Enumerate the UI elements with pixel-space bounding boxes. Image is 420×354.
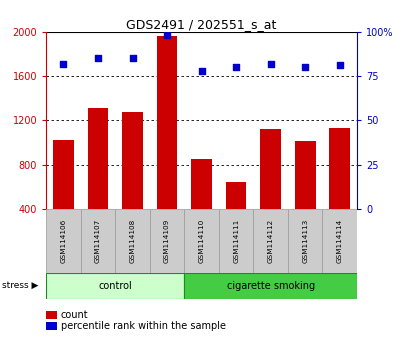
Text: GSM114112: GSM114112: [268, 219, 274, 263]
Text: GSM114109: GSM114109: [164, 219, 170, 263]
Text: GSM114107: GSM114107: [95, 219, 101, 263]
Point: [94, 56, 101, 61]
Bar: [157, 36, 177, 209]
Point: [267, 61, 274, 67]
Text: GSM114113: GSM114113: [302, 219, 308, 263]
Bar: [288, 209, 323, 273]
Text: GSM114108: GSM114108: [129, 219, 136, 263]
Point: [302, 64, 309, 70]
Bar: [184, 209, 219, 273]
Point: [164, 33, 171, 38]
Bar: [253, 209, 288, 273]
Bar: [323, 209, 357, 273]
Text: GSM114106: GSM114106: [60, 219, 66, 263]
Bar: [88, 108, 108, 209]
Text: percentile rank within the sample: percentile rank within the sample: [61, 321, 226, 331]
Text: GSM114114: GSM114114: [337, 219, 343, 263]
Point: [336, 63, 343, 68]
Text: stress ▶: stress ▶: [2, 281, 39, 290]
Bar: [81, 209, 115, 273]
Bar: [46, 273, 184, 299]
Point: [60, 61, 67, 67]
Bar: [295, 141, 315, 209]
Point: [198, 68, 205, 74]
Bar: [122, 112, 143, 209]
Title: GDS2491 / 202551_s_at: GDS2491 / 202551_s_at: [126, 18, 277, 31]
Bar: [191, 159, 212, 209]
Bar: [115, 209, 150, 273]
Text: GSM114111: GSM114111: [233, 219, 239, 263]
Bar: [46, 209, 81, 273]
Text: GSM114110: GSM114110: [199, 219, 205, 263]
Bar: [260, 129, 281, 209]
Point: [233, 64, 239, 70]
Bar: [184, 273, 357, 299]
Text: cigarette smoking: cigarette smoking: [227, 281, 315, 291]
Bar: [226, 182, 247, 209]
Text: count: count: [61, 310, 89, 320]
Text: control: control: [98, 281, 132, 291]
Bar: [219, 209, 253, 273]
Point: [129, 56, 136, 61]
Bar: [150, 209, 184, 273]
Bar: [53, 140, 74, 209]
Bar: [329, 128, 350, 209]
